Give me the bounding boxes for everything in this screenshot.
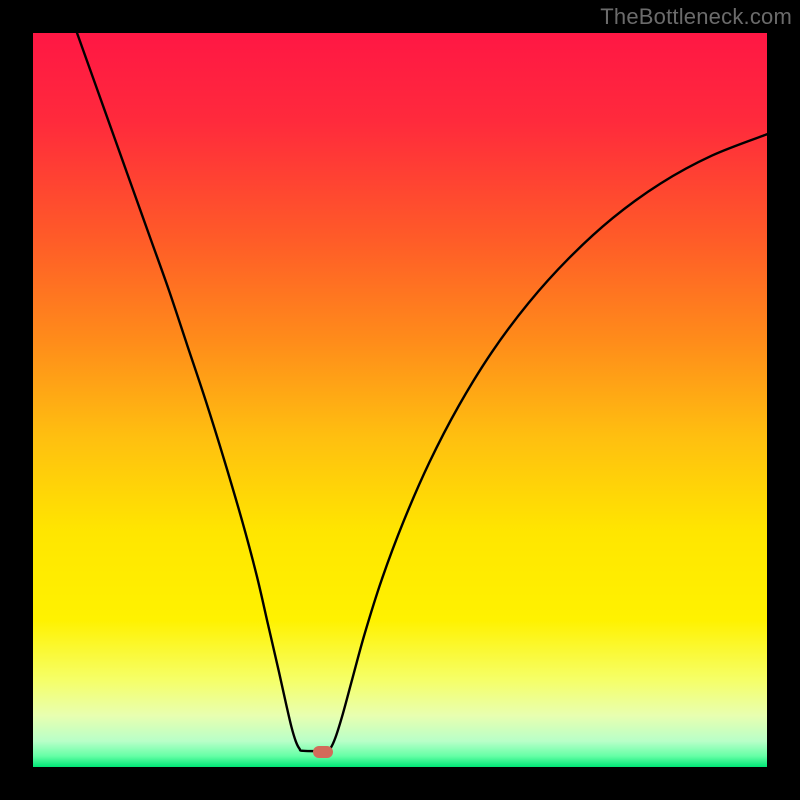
chart-container: TheBottleneck.com	[0, 0, 800, 800]
watermark-text: TheBottleneck.com	[600, 4, 792, 30]
curve-path	[77, 33, 767, 751]
plot-area	[33, 33, 767, 767]
bottleneck-curve	[33, 33, 767, 767]
minimum-marker	[313, 746, 333, 758]
